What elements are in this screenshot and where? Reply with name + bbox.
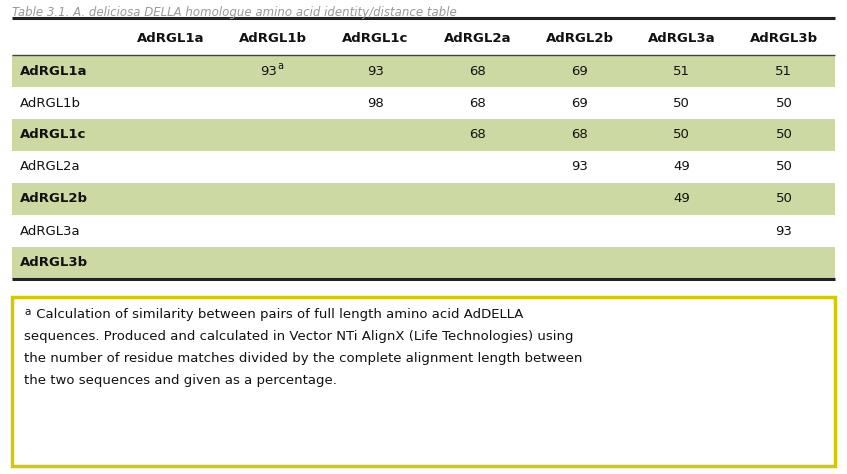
Text: AdRGL3b: AdRGL3b [20,256,88,270]
Text: 51: 51 [673,64,690,78]
Text: 68: 68 [469,128,486,142]
Text: 98: 98 [367,97,384,109]
Text: Table 3.1. A. deliciosa DELLA homologue amino acid identity/distance table: Table 3.1. A. deliciosa DELLA homologue … [12,6,457,19]
Text: 93: 93 [571,161,588,173]
Bar [12,297,835,466]
Text: 50: 50 [673,128,690,142]
Text: AdRGL1a: AdRGL1a [20,64,87,78]
Text: the number of residue matches divided by the complete alignment length between: the number of residue matches divided by… [24,352,583,365]
Text: AdRGL3a: AdRGL3a [20,225,80,237]
Bar [12,151,835,183]
Text: 93: 93 [776,225,792,237]
Text: 69: 69 [571,64,588,78]
Text: 50: 50 [776,192,792,206]
Text: the two sequences and given as a percentage.: the two sequences and given as a percent… [24,374,337,387]
Text: AdRGL3b: AdRGL3b [750,31,818,45]
Text: sequences. Produced and calculated in Vector NTi AlignX (Life Technologies) usin: sequences. Produced and calculated in Ve… [24,330,573,343]
Text: 69: 69 [571,97,588,109]
Text: AdRGL1c: AdRGL1c [342,31,408,45]
Bar [12,119,835,151]
Text: AdRGL1a: AdRGL1a [137,31,205,45]
Text: a: a [277,61,283,71]
Text: AdRGL1b: AdRGL1b [20,97,81,109]
Text: 50: 50 [673,97,690,109]
Text: 51: 51 [776,64,793,78]
Text: 50: 50 [776,97,792,109]
Bar [12,247,835,279]
Text: AdRGL2b: AdRGL2b [20,192,88,206]
Text: a: a [24,307,30,317]
Text: 49: 49 [673,161,690,173]
Text: 50: 50 [776,128,792,142]
Text: AdRGL2a: AdRGL2a [20,161,80,173]
Text: 50: 50 [776,161,792,173]
Text: AdRGL2b: AdRGL2b [545,31,613,45]
Bar [12,55,835,87]
Text: 68: 68 [469,97,486,109]
Bar [12,87,835,119]
Text: 49: 49 [673,192,690,206]
Text: AdRGL3a: AdRGL3a [648,31,716,45]
Text: 68: 68 [571,128,588,142]
Text: Calculation of similarity between pairs of full length amino acid AdDELLA: Calculation of similarity between pairs … [32,308,523,321]
Text: AdRGL2a: AdRGL2a [444,31,512,45]
Text: AdRGL1b: AdRGL1b [239,31,307,45]
Bar [12,183,835,215]
Text: AdRGL1c: AdRGL1c [20,128,86,142]
Bar [12,215,835,247]
Text: 93: 93 [367,64,384,78]
Text: 93: 93 [260,64,277,78]
Text: 68: 68 [469,64,486,78]
